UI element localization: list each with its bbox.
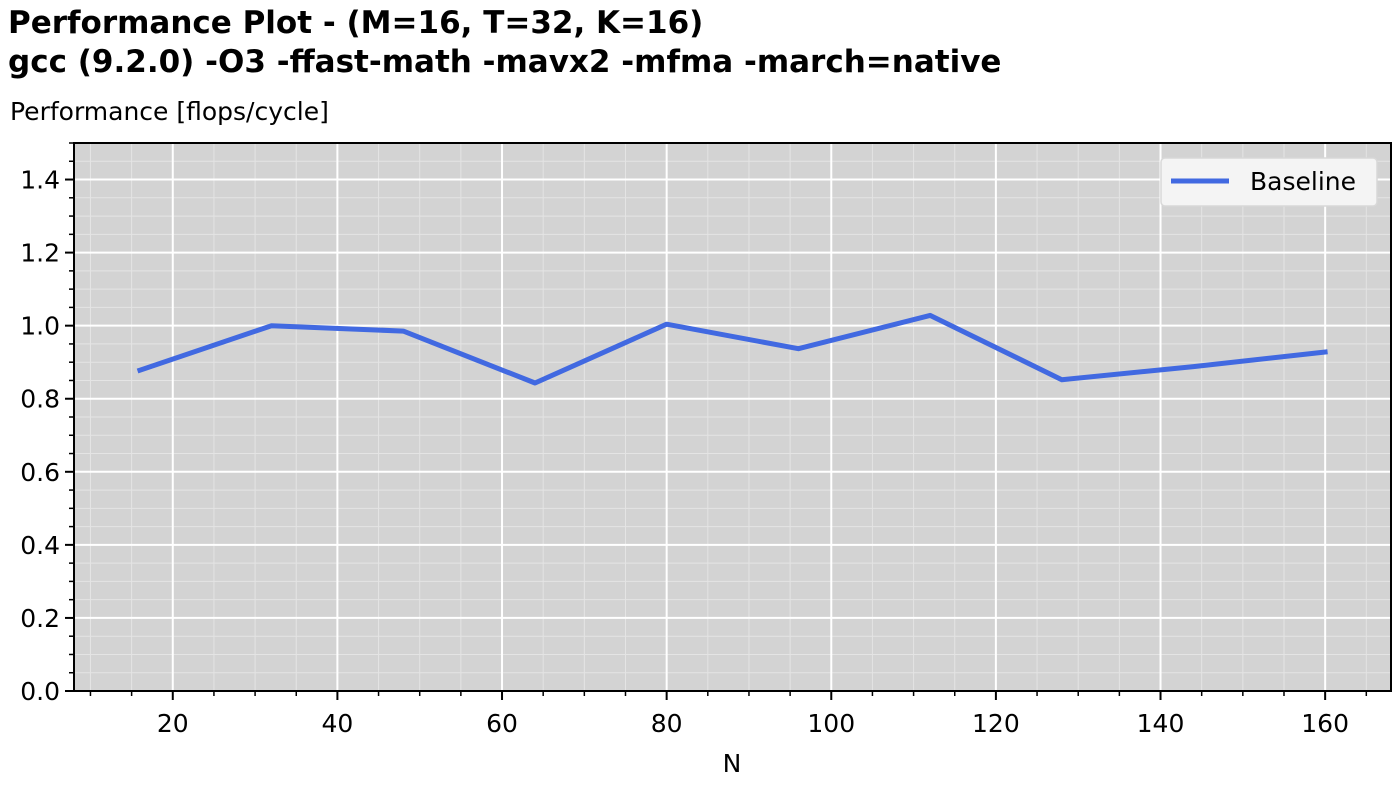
x-axis-label: N — [723, 749, 742, 778]
x-axis: 20 40 60 80 100 120 140 160 — [90, 691, 1366, 738]
y-axis-label: Performance [flops/cycle] — [10, 97, 329, 126]
y-tick-label: 1.2 — [20, 239, 60, 268]
x-tick-label: 80 — [651, 709, 683, 738]
chart-title-line-1: Performance Plot - (M=16, T=32, K=16) — [8, 5, 703, 41]
y-tick-label: 0.6 — [20, 458, 60, 487]
y-tick-label: 0.8 — [20, 385, 60, 414]
legend: Baseline — [1161, 158, 1377, 206]
y-axis: 0.0 0.2 0.4 0.6 0.8 1.0 1.2 1.4 — [20, 143, 74, 706]
x-tick-label: 120 — [972, 709, 1020, 738]
y-tick-label: 0.4 — [20, 531, 60, 560]
chart-title-line-2: gcc (9.2.0) -O3 -ffast-math -mavx2 -mfma… — [8, 44, 1001, 80]
y-tick-label: 1.4 — [20, 166, 60, 195]
x-tick-label: 100 — [807, 709, 855, 738]
x-tick-label: 60 — [486, 709, 518, 738]
x-tick-label: 20 — [157, 709, 189, 738]
y-tick-label: 0.0 — [20, 677, 60, 706]
y-tick-label: 0.2 — [20, 604, 60, 633]
legend-label-baseline: Baseline — [1250, 167, 1356, 196]
x-tick-label: 160 — [1301, 709, 1349, 738]
y-tick-label: 1.0 — [20, 312, 60, 341]
plot-area — [74, 143, 1391, 691]
x-tick-label: 40 — [321, 709, 353, 738]
x-tick-label: 140 — [1137, 709, 1185, 738]
